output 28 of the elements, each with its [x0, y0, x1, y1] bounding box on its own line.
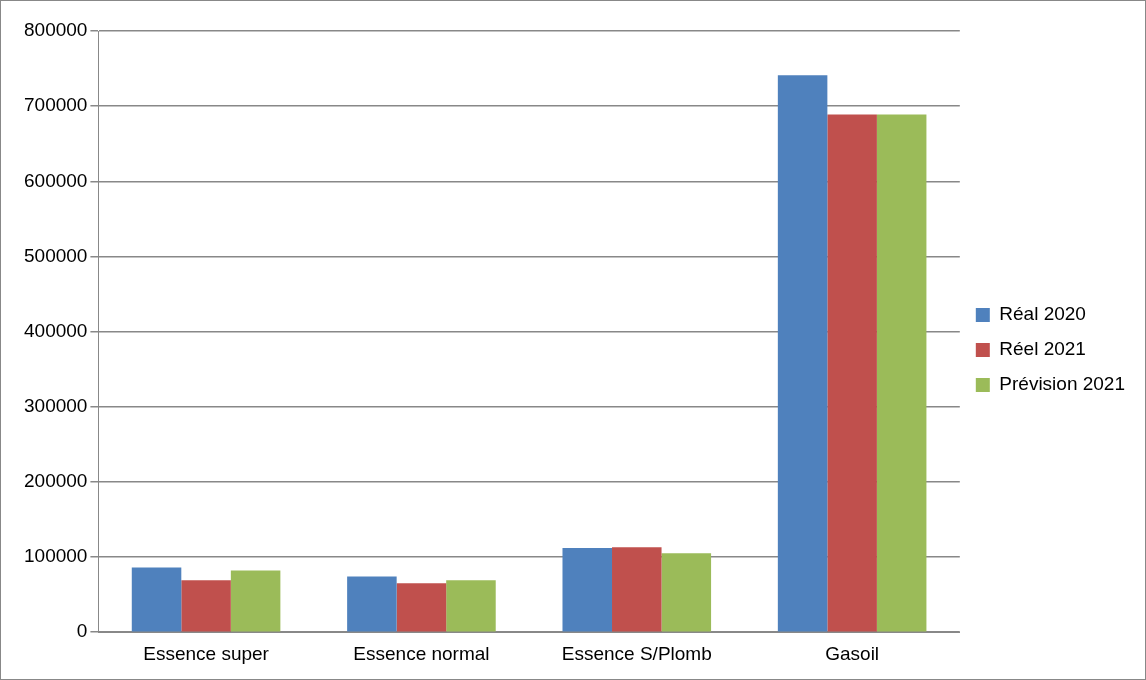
y-tick-label: 400000	[24, 319, 88, 341]
x-tick-label: Essence normal	[353, 642, 490, 664]
bar	[827, 114, 877, 632]
y-tick-label: 200000	[24, 470, 88, 492]
bar	[181, 580, 231, 632]
legend-label: Réel 2021	[999, 338, 1086, 360]
bar	[661, 553, 712, 632]
bar	[562, 548, 613, 632]
y-tick-label: 100000	[24, 545, 88, 567]
y-tick-label: 800000	[24, 19, 88, 41]
x-tick-label: Essence super	[143, 642, 270, 664]
bar	[612, 547, 662, 632]
bar	[347, 576, 397, 632]
y-tick-label: 0	[76, 620, 88, 642]
bar	[876, 114, 927, 632]
y-tick-label: 600000	[24, 169, 88, 191]
bar	[777, 75, 828, 632]
bar	[131, 567, 182, 632]
bar	[230, 570, 281, 632]
y-tick-label: 700000	[24, 94, 88, 116]
bar	[446, 580, 496, 632]
x-tick-label: Essence S/Plomb	[561, 642, 712, 664]
x-tick-label: Gasoil	[825, 642, 880, 664]
legend-label: Réal 2020	[999, 303, 1086, 325]
legend-label: Prévision 2021	[999, 373, 1126, 395]
bar	[396, 583, 447, 632]
y-tick-label: 500000	[24, 244, 88, 266]
y-tick-label: 300000	[24, 394, 88, 416]
